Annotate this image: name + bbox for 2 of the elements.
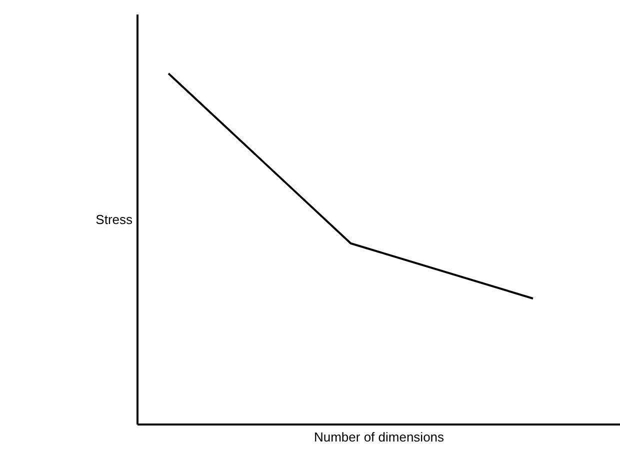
y-axis-title: Stress <box>96 212 133 227</box>
x-axis-title: Number of dimensions <box>314 430 445 444</box>
